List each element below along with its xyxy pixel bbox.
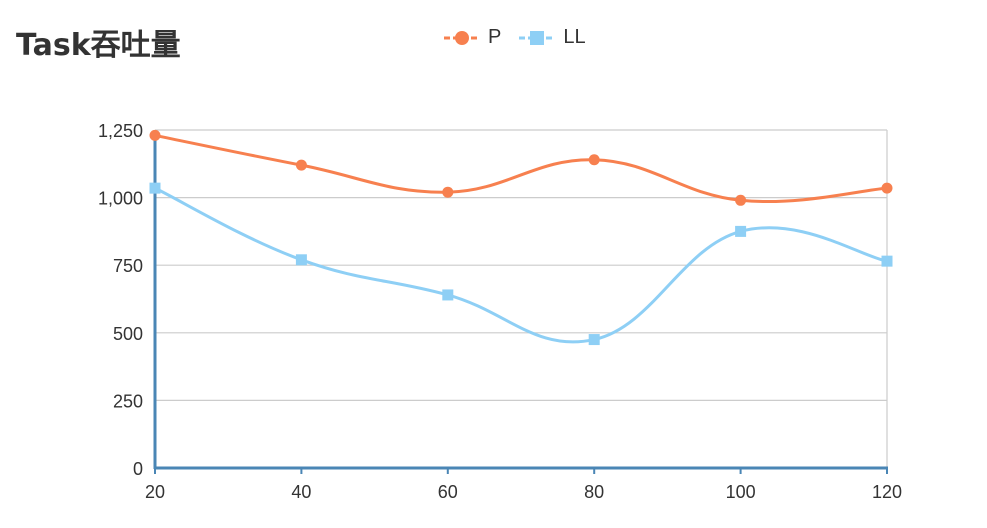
legend-marker-p (444, 30, 480, 45)
y-tick-label: 500 (113, 324, 143, 344)
series-line-p (154, 133, 888, 204)
chart-title: Task吞吐量 (16, 28, 181, 63)
data-point-p[interactable] (881, 182, 893, 194)
y-tick-label: 750 (113, 256, 143, 276)
x-tick-label: 100 (726, 482, 756, 502)
x-tick-label: 80 (584, 482, 604, 502)
y-tick-label: 0 (133, 459, 143, 479)
legend-label-ll: LL (563, 26, 586, 48)
data-point-p[interactable] (442, 186, 454, 198)
data-point-ll[interactable] (735, 225, 747, 237)
x-tick-label: 40 (291, 482, 311, 502)
legend: P LL (442, 26, 602, 49)
x-tick-label: 60 (438, 482, 458, 502)
data-point-ll[interactable] (881, 255, 893, 267)
data-point-ll[interactable] (442, 289, 454, 301)
y-tick-label: 1,000 (98, 189, 143, 209)
data-point-p[interactable] (588, 154, 600, 166)
legend-marker-ll (519, 30, 556, 45)
data-point-ll[interactable] (149, 182, 161, 194)
y-tick-label: 1,250 (98, 121, 143, 141)
series-line-ll (154, 186, 888, 344)
data-point-ll[interactable] (588, 334, 600, 346)
data-point-p[interactable] (295, 159, 307, 171)
legend-item-ll[interactable]: LL (517, 26, 586, 49)
data-point-p[interactable] (149, 129, 161, 141)
legend-item-p[interactable]: P (442, 26, 501, 49)
y-tick-label: 250 (113, 391, 143, 411)
legend-label-p: P (488, 26, 502, 48)
data-point-p[interactable] (735, 194, 747, 206)
x-tick-label: 120 (872, 482, 902, 502)
data-point-ll[interactable] (295, 254, 307, 266)
x-tick-label: 20 (145, 482, 165, 502)
